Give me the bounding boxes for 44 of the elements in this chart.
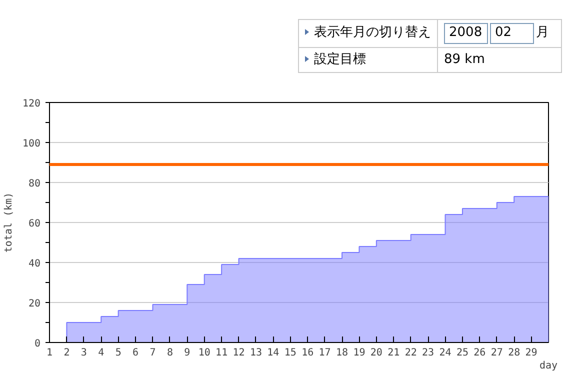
x-tick-label: 4 — [98, 348, 104, 358]
x-tick-label: 8 — [166, 348, 173, 358]
x-axis-title: day — [539, 360, 558, 372]
y-tick-label: 100 — [22, 138, 40, 150]
y-tick-label: 80 — [28, 178, 41, 190]
x-tick-label: 26 — [474, 348, 486, 358]
x-tick-label: 28 — [508, 348, 520, 358]
x-tick-label: 11 — [216, 348, 228, 358]
x-tick-label: 18 — [336, 348, 348, 358]
x-tick-label: 10 — [198, 348, 210, 358]
y-tick-label: 120 — [22, 98, 40, 110]
x-tick-label: 27 — [490, 348, 503, 358]
x-tick-label: 21 — [388, 348, 400, 358]
y-tick-label: 20 — [28, 298, 41, 310]
x-tick-label: 14 — [267, 348, 280, 358]
x-tick-label: 15 — [284, 348, 296, 358]
x-tick-label: 29 — [525, 348, 538, 358]
x-tick-label: 9 — [184, 348, 190, 358]
x-tick-label: 7 — [150, 348, 156, 358]
x-tick-label: 3 — [80, 348, 87, 358]
x-tick-label: 17 — [318, 348, 331, 358]
text: 2008 — [444, 23, 488, 44]
x-tick-label: 23 — [422, 348, 434, 358]
x-tick-label: 16 — [302, 348, 314, 358]
x-tick-label: 24 — [439, 348, 452, 358]
y-tick-label: 60 — [28, 218, 41, 230]
x-tick-label: 12 — [232, 348, 245, 358]
y-axis-title: total (km) — [3, 192, 14, 253]
x-tick-label: 1 — [46, 348, 53, 358]
text: 月 — [536, 25, 549, 40]
x-tick-label: 5 — [115, 348, 122, 358]
x-tick-label: 13 — [250, 348, 262, 358]
x-tick-label: 6 — [132, 348, 139, 358]
y-tick-label: 40 — [28, 258, 41, 270]
x-tick-label: 2 — [64, 348, 70, 358]
x-tick-label: 19 — [353, 348, 366, 358]
y-tick-label: 0 — [34, 338, 41, 350]
x-tick-label: 22 — [404, 348, 417, 358]
x-tick-label: 25 — [456, 348, 468, 358]
text: 表示年月の切り替え — [298, 20, 438, 48]
x-tick-label: 20 — [370, 348, 382, 358]
text: 89 km — [438, 47, 562, 73]
text: 02 — [490, 23, 534, 44]
text: 設定目標 — [298, 47, 438, 73]
